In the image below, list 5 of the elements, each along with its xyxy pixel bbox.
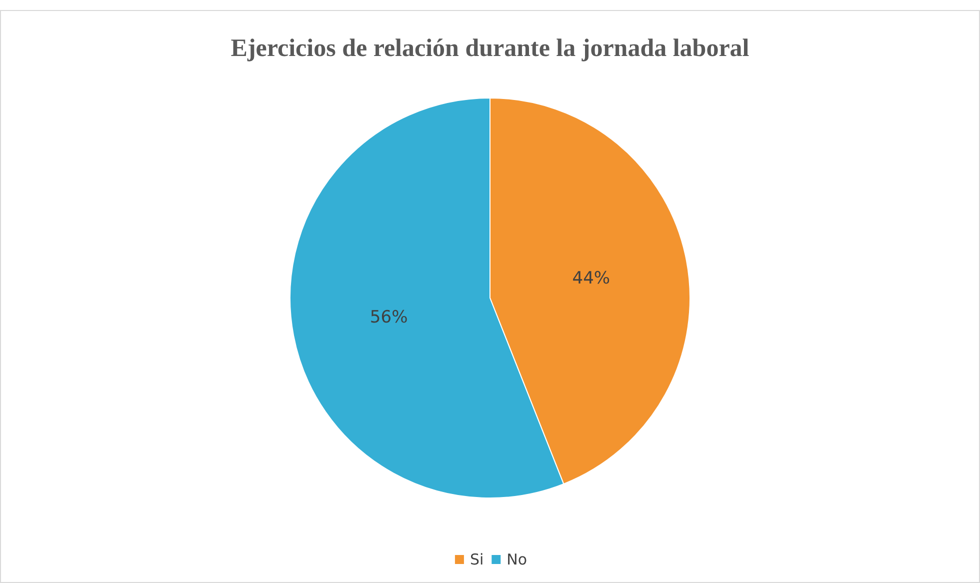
data-label: 56%: [370, 307, 408, 328]
chart-title: Ejercicios de relación durante la jornada laboral: [230, 35, 750, 62]
legend-label: Si: [470, 550, 484, 568]
legend-label: No: [506, 550, 528, 568]
data-label: 44%: [572, 268, 610, 289]
